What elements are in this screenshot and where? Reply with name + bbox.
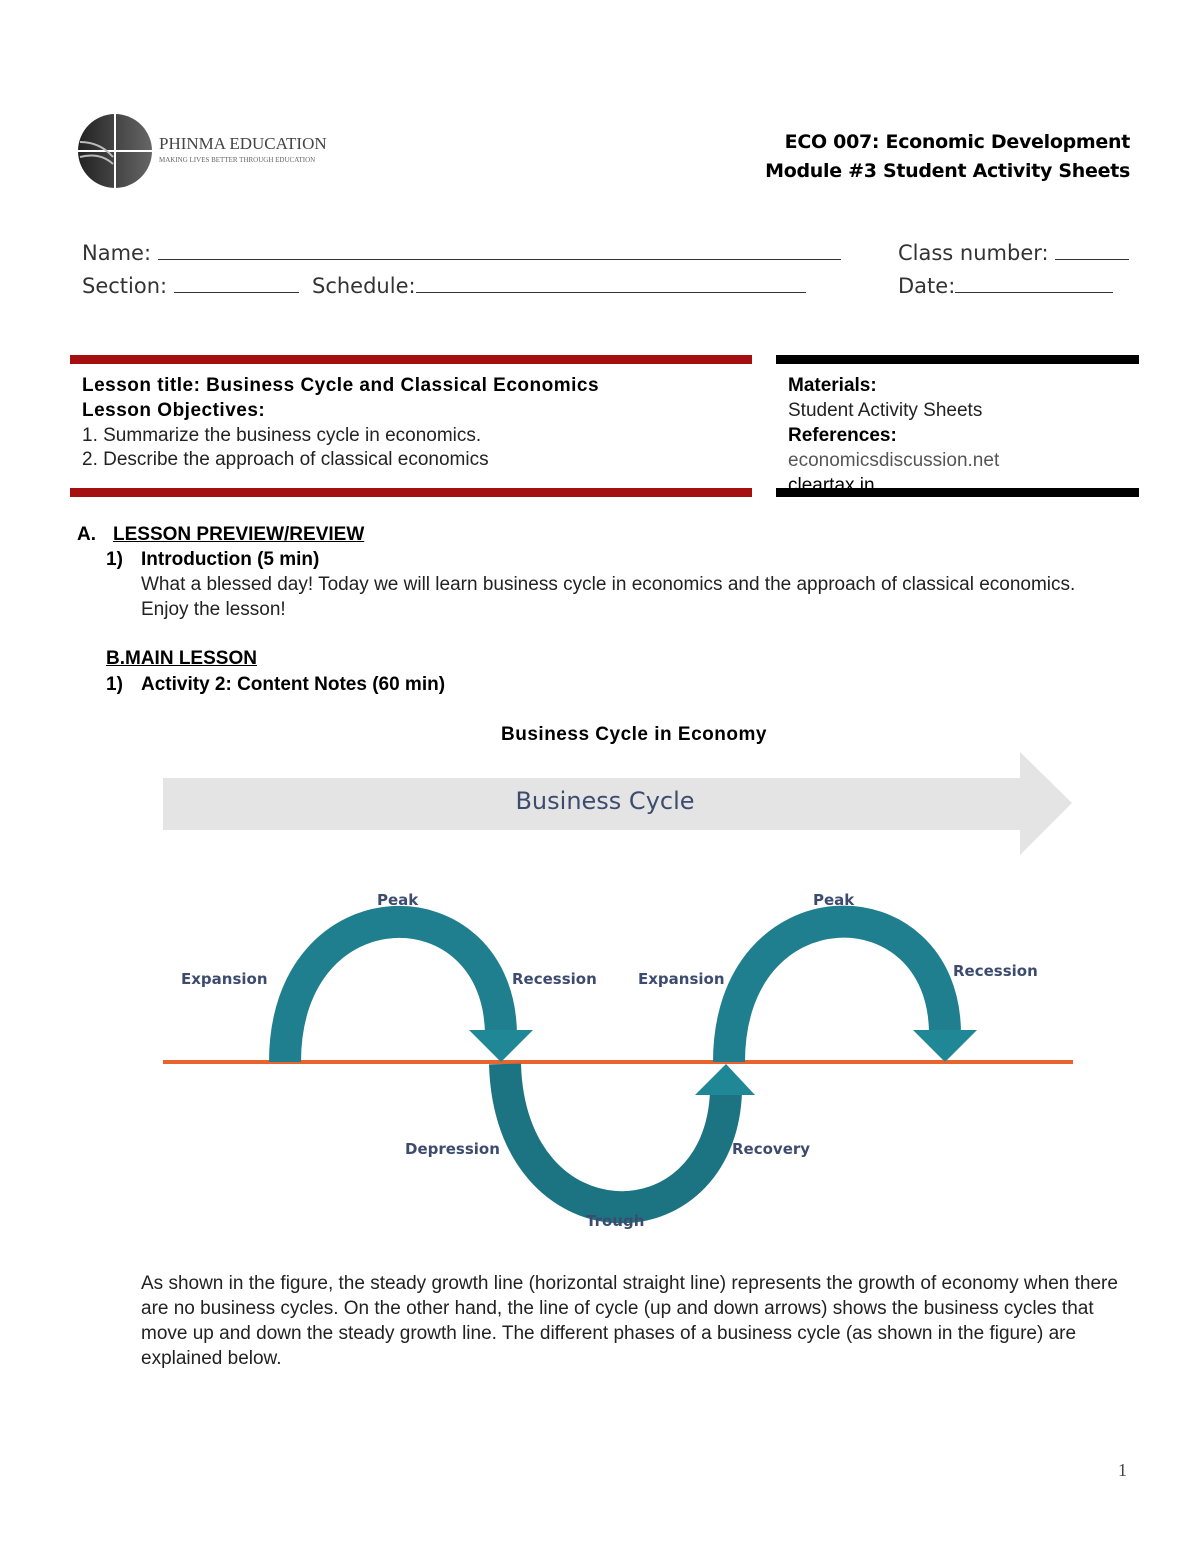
references-label: References: xyxy=(788,425,897,446)
label-peak-2: Peak xyxy=(813,891,855,909)
module-title: Module #3 Student Activity Sheets xyxy=(765,160,1130,182)
expansion-arrow-2 xyxy=(713,905,961,1063)
section-a-label: A. xyxy=(77,524,96,545)
figure-caption: Business Cycle in Economy xyxy=(501,724,767,745)
objective-2: 2. Describe the approach of classical ec… xyxy=(82,449,489,470)
date-field[interactable]: Date: xyxy=(898,274,1114,298)
intro-title: Introduction (5 min) xyxy=(141,549,320,570)
intro-text: What a blessed day! Today we will learn … xyxy=(141,574,1076,620)
logo-tagline: MAKING LIVES BETTER THROUGH EDUCATION xyxy=(159,156,316,164)
logo-globe-icon xyxy=(78,114,152,188)
materials-label: Materials: xyxy=(788,375,877,396)
label-trough: Trough xyxy=(586,1212,645,1230)
logo-name: PHINMA EDUCATION xyxy=(159,134,327,153)
expansion-arrow-1 xyxy=(269,906,517,1063)
recovery-arrowhead xyxy=(695,1064,755,1095)
schedule-field[interactable]: Schedule: xyxy=(312,274,806,298)
section-a-title: LESSON PREVIEW/REVIEW xyxy=(113,524,365,545)
reference-link-2[interactable]: cleartax.in xyxy=(788,475,875,496)
section-field[interactable]: Section: xyxy=(82,274,299,298)
label-recovery: Recovery xyxy=(732,1140,811,1158)
class-number-label: Class number: xyxy=(898,241,1049,265)
course-title: ECO 007: Economic Development xyxy=(784,131,1131,153)
recession-arrowhead-2 xyxy=(913,1030,977,1062)
depression-recovery-arrow xyxy=(489,1063,742,1223)
materials-value: Student Activity Sheets xyxy=(788,400,983,421)
recession-arrowhead-1 xyxy=(469,1030,533,1062)
business-cycle-banner-arrow xyxy=(163,752,1072,855)
intro-num: 1) xyxy=(106,549,123,570)
date-label: Date: xyxy=(898,274,956,298)
label-recession-1: Recession xyxy=(512,970,597,988)
banner-label: Business Cycle xyxy=(515,787,695,815)
class-number-field[interactable]: Class number: xyxy=(898,241,1130,265)
materials-box: Materials: Student Activity Sheets Refer… xyxy=(776,355,1139,497)
label-expansion-1: Expansion xyxy=(181,970,268,988)
schedule-label: Schedule: xyxy=(312,274,416,298)
lesson-box: Lesson title: Business Cycle and Classic… xyxy=(70,355,752,497)
label-recession-2: Recession xyxy=(953,962,1038,980)
lesson-title: Lesson title: Business Cycle and Classic… xyxy=(82,375,600,396)
label-peak-1: Peak xyxy=(377,891,419,909)
objectives-label: Lesson Objectives: xyxy=(82,400,266,421)
label-depression: Depression xyxy=(405,1140,500,1158)
page-number: 1 xyxy=(1118,1460,1127,1480)
name-label: Name: xyxy=(82,241,152,265)
activity-title: Activity 2: Content Notes (60 min) xyxy=(141,674,446,695)
activity-num: 1) xyxy=(106,674,123,695)
section-label: Section: xyxy=(82,274,168,298)
objective-1: 1. Summarize the business cycle in econo… xyxy=(82,425,482,446)
phinma-logo: PHINMA EDUCATION MAKING LIVES BETTER THR… xyxy=(75,112,335,190)
name-field[interactable]: Name: xyxy=(82,241,841,265)
body-paragraph: As shown in the figure, the steady growt… xyxy=(141,1273,1118,1369)
label-expansion-2: Expansion xyxy=(638,970,725,988)
reference-link-1[interactable]: economicsdiscussion.net xyxy=(788,450,1000,471)
section-b-title: B.MAIN LESSON xyxy=(106,648,257,669)
